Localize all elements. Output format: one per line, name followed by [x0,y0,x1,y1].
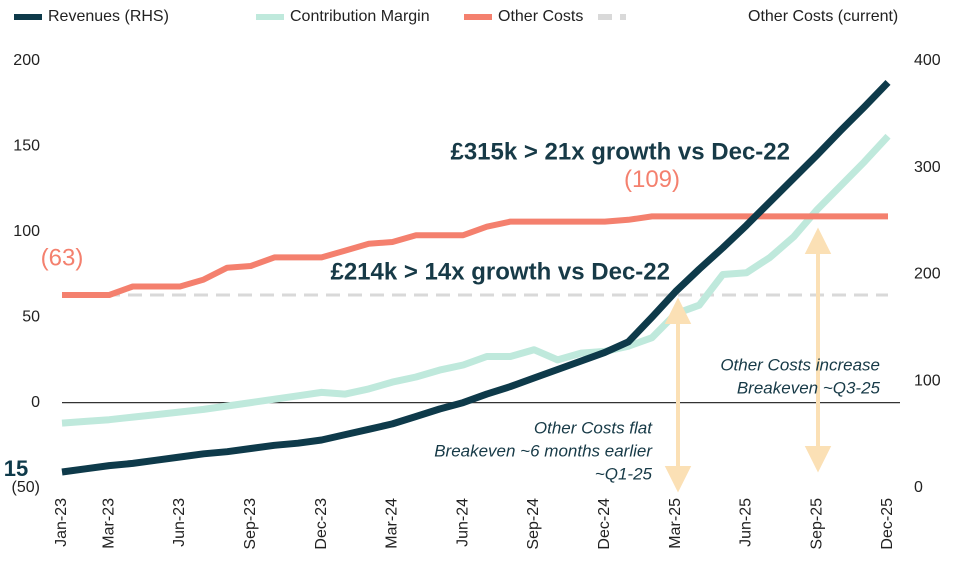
arrow-head [664,297,692,493]
y2-tick-label: 100 [914,372,941,389]
x-tick-label: Sep-23 [242,498,259,550]
note: Breakeven ~Q3-25 [737,378,881,397]
y-tick-label: 50 [22,308,40,325]
x-tick-label: Jun-24 [454,498,471,547]
data-label: 15 [4,456,28,481]
note: Breakeven ~6 months earlier [434,441,653,460]
y2-tick-label: 0 [914,479,923,496]
x-tick-label: Sep-25 [808,498,825,550]
x-tick-label: Mar-25 [667,498,684,549]
x-tick-label: Dec-25 [879,498,896,550]
x-tick-label: Dec-24 [596,498,613,550]
x-tick-label: Mar-23 [100,498,117,549]
legend-label: Other Costs (current) [748,8,898,25]
data-label: (109) [624,166,680,193]
y-tick-label: 0 [31,394,40,411]
note: Other Costs flat [534,418,653,437]
x-tick-label: Jun-25 [738,498,755,547]
y-tick-label: 200 [13,52,40,69]
y2-tick-label: 200 [914,266,941,283]
annotation: £214k > 14x growth vs Dec-22 [330,258,670,285]
legend-label: Contribution Margin [290,8,430,25]
y2-tick-label: 400 [914,52,941,69]
y-tick-label: 100 [13,223,40,240]
x-tick-label: Dec-23 [313,498,330,550]
line [62,213,888,298]
x-tick-label: Jun-23 [171,498,188,547]
line [61,133,891,427]
y2-tick-label: 300 [914,159,941,176]
note: Other Costs increase [720,355,880,374]
annotation: £315k > 21x growth vs Dec-22 [450,138,790,165]
data-label: (63) [41,244,84,271]
line [61,79,891,476]
plot: (50) 0 50 100 150 200 0 100 200 300 400 Jan-23 Mar-2… [4,8,941,549]
y-tick-label: 150 [13,138,40,155]
arrows [664,227,832,493]
arrow-head [804,227,832,473]
note: ~Q1-25 [595,464,653,483]
x-tick-label: Jan-23 [53,498,70,547]
y-tick-label: (50) [12,479,40,496]
x-tick-label: Mar-24 [384,498,401,549]
legend-label: Revenues (RHS) [48,8,169,25]
x-tick-label: Sep-24 [525,498,542,550]
legend-label: Other Costs [498,8,583,25]
